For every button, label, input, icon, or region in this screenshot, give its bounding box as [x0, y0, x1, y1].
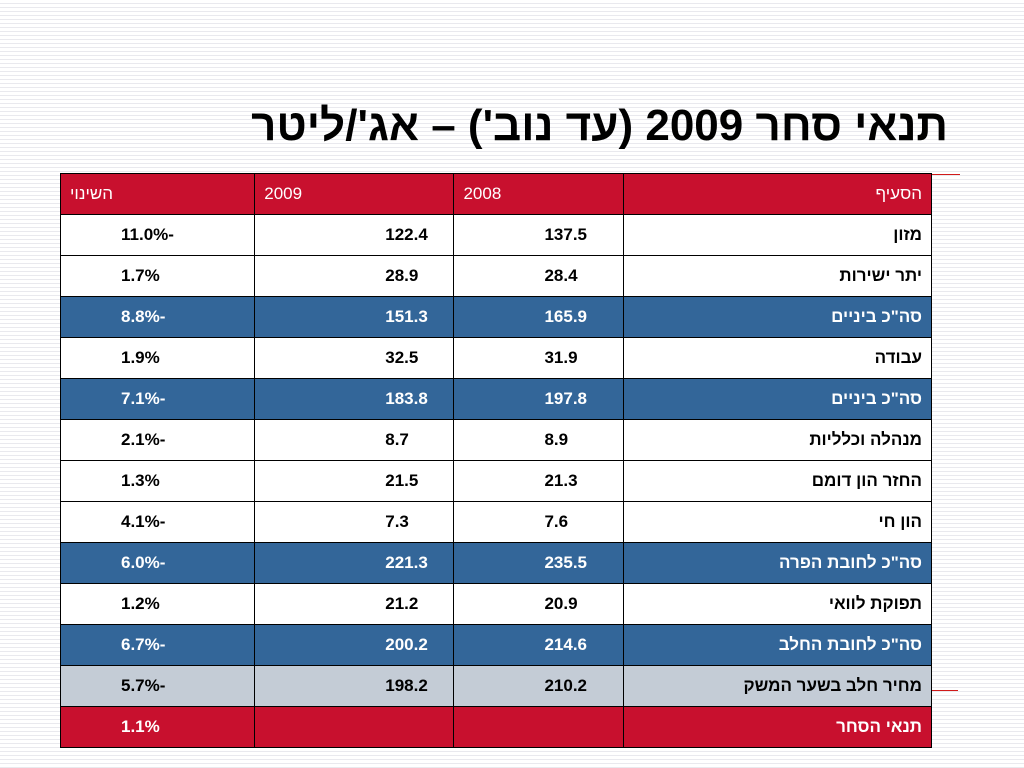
- row-item: מזון: [622, 214, 933, 256]
- header-2008: 2008: [453, 173, 624, 215]
- row-2009: [254, 706, 455, 748]
- row-2008: 31.9: [453, 337, 624, 379]
- row-change: 1.3%: [59, 460, 256, 502]
- row-2009: 28.9: [254, 255, 455, 297]
- row-2008: 214.6: [453, 624, 624, 666]
- row-item: תנאי הסחר: [622, 706, 933, 748]
- row-2009: 32.5: [254, 337, 455, 379]
- row-item: הון חי: [622, 501, 933, 543]
- table-row: החזר הון דומם 21.3 21.5 1.3%: [59, 460, 933, 502]
- table-row-subtotal: סה"כ ביניים 197.8 183.8 -7.1%: [59, 378, 933, 420]
- row-change: -4.1%: [59, 501, 256, 543]
- table-row-subtotal: סה"כ לחובת החלב 214.6 200.2 -6.7%: [59, 624, 933, 666]
- row-2008: 235.5: [453, 542, 624, 584]
- row-2009: 122.4: [254, 214, 455, 256]
- row-item: מחיר חלב בשער המשק: [622, 665, 933, 707]
- row-2009: 221.3: [254, 542, 455, 584]
- slide-title: תנאי סחר 2009 (עד נוב') – אג'/ליטר: [251, 101, 948, 150]
- row-item: תפוקת לוואי: [622, 583, 933, 625]
- row-2008: 137.5: [453, 214, 624, 256]
- row-2008: 20.9: [453, 583, 624, 625]
- row-change: -6.7%: [59, 624, 256, 666]
- row-item: החזר הון דומם: [622, 460, 933, 502]
- row-item: סה"כ לחובת הפרה: [622, 542, 933, 584]
- header-item: הסעיף: [622, 173, 933, 215]
- row-change: -11.0%: [59, 214, 256, 256]
- side-rule: [930, 690, 958, 691]
- table-row-subtotal: סה"כ ביניים 165.9 151.3 -8.8%: [59, 296, 933, 338]
- table-row-milk-price: מחיר חלב בשער המשק 210.2 198.2 -5.7%: [59, 665, 933, 707]
- table-row: מנהלה וכלליות 8.9 8.7 -2.1%: [59, 419, 933, 461]
- table-row: תפוקת לוואי 20.9 21.2 1.2%: [59, 583, 933, 625]
- row-change: -5.7%: [59, 665, 256, 707]
- row-change: 1.1%: [59, 706, 256, 748]
- row-item: סה"כ ביניים: [622, 378, 933, 420]
- row-item: יתר ישירות: [622, 255, 933, 297]
- table-row: הון חי 7.6 7.3 -4.1%: [59, 501, 933, 543]
- row-2009: 21.2: [254, 583, 455, 625]
- trade-terms-table: הסעיף 2008 2009 השינוי מזון 137.5 122.4 …: [59, 173, 933, 748]
- row-2009: 183.8: [254, 378, 455, 420]
- row-2008: 21.3: [453, 460, 624, 502]
- row-change: 1.2%: [59, 583, 256, 625]
- row-2009: 151.3: [254, 296, 455, 338]
- row-2009: 198.2: [254, 665, 455, 707]
- row-change: -2.1%: [59, 419, 256, 461]
- table-row: עבודה 31.9 32.5 1.9%: [59, 337, 933, 379]
- row-2008: 197.8: [453, 378, 624, 420]
- row-change: 1.9%: [59, 337, 256, 379]
- row-change: 1.7%: [59, 255, 256, 297]
- row-2008: 28.4: [453, 255, 624, 297]
- row-2009: 200.2: [254, 624, 455, 666]
- table-row-subtotal: סה"כ לחובת הפרה 235.5 221.3 -6.0%: [59, 542, 933, 584]
- row-2009: 7.3: [254, 501, 455, 543]
- row-2008: 8.9: [453, 419, 624, 461]
- row-2008: 210.2: [453, 665, 624, 707]
- row-item: סה"כ לחובת החלב: [622, 624, 933, 666]
- table-row: מזון 137.5 122.4 -11.0%: [59, 214, 933, 256]
- table-header-row: הסעיף 2008 2009 השינוי: [59, 173, 933, 215]
- header-2009: 2009: [254, 173, 455, 215]
- row-item: מנהלה וכלליות: [622, 419, 933, 461]
- table-row: יתר ישירות 28.4 28.9 1.7%: [59, 255, 933, 297]
- table-row-trade-terms: תנאי הסחר 1.1%: [59, 706, 933, 748]
- header-change: השינוי: [59, 173, 256, 215]
- row-change: -6.0%: [59, 542, 256, 584]
- row-item: עבודה: [622, 337, 933, 379]
- row-2009: 21.5: [254, 460, 455, 502]
- row-change: -8.8%: [59, 296, 256, 338]
- row-2008: 7.6: [453, 501, 624, 543]
- row-item: סה"כ ביניים: [622, 296, 933, 338]
- row-change: -7.1%: [59, 378, 256, 420]
- row-2008: [453, 706, 624, 748]
- row-2008: 165.9: [453, 296, 624, 338]
- row-2009: 8.7: [254, 419, 455, 461]
